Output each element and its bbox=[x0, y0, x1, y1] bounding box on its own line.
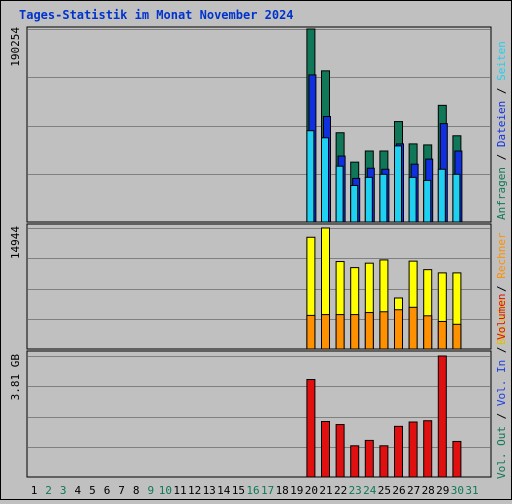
bar-volumen-day-21 bbox=[321, 420, 330, 478]
panel-frame bbox=[26, 26, 492, 223]
legend-separator: / bbox=[495, 81, 508, 101]
bar-rechner-day-24 bbox=[364, 312, 374, 350]
y-max-label: 14944 bbox=[9, 226, 22, 259]
day-label-10: 10 bbox=[159, 484, 172, 497]
day-label-28: 28 bbox=[422, 484, 435, 497]
day-label-16: 16 bbox=[246, 484, 259, 497]
bar-rechner-day-23 bbox=[350, 314, 360, 350]
legend-item-rechner: Rechner bbox=[495, 232, 508, 279]
day-label-27: 27 bbox=[407, 484, 420, 497]
legend-item-dateien: Dateien bbox=[495, 101, 508, 147]
bar-seiten-day-20 bbox=[306, 130, 315, 223]
bar-volumen-day-25 bbox=[379, 445, 389, 478]
day-label-22: 22 bbox=[334, 484, 347, 497]
bar-volumen-day-29 bbox=[437, 355, 447, 478]
day-label-8: 8 bbox=[133, 484, 140, 497]
bar-volumen-day-28 bbox=[423, 420, 433, 478]
legend-item-seiten: Seiten bbox=[495, 41, 508, 81]
legend-visits: Besuche / Rechner bbox=[495, 232, 508, 345]
legend-item-vol-out: Vol. Out bbox=[495, 426, 508, 479]
legend-separator: / bbox=[495, 406, 508, 426]
day-label-31: 31 bbox=[465, 484, 478, 497]
day-label-19: 19 bbox=[290, 484, 303, 497]
day-label-24: 24 bbox=[363, 484, 377, 497]
bar-seiten-day-29 bbox=[437, 168, 446, 223]
legend-item-volumen: Volumen bbox=[495, 294, 508, 340]
day-label-1: 1 bbox=[31, 484, 38, 497]
legend-item-besuche: Besuche bbox=[495, 299, 508, 345]
bar-rechner-day-21 bbox=[321, 314, 330, 350]
bar-seiten-day-25 bbox=[379, 173, 388, 223]
bar-volumen-day-30 bbox=[452, 440, 462, 478]
bar-volumen-day-24 bbox=[364, 439, 374, 478]
bar-volumen-day-23 bbox=[350, 445, 360, 478]
bar-rechner-day-27 bbox=[408, 306, 418, 350]
bar-seiten-day-26 bbox=[394, 145, 402, 223]
y-max-label: 190254 bbox=[9, 27, 22, 67]
day-label-4: 4 bbox=[74, 484, 81, 497]
bar-rechner-day-20 bbox=[306, 314, 316, 350]
day-label-9: 9 bbox=[147, 484, 154, 497]
legend-volume: Vol. Out / Vol. In / Volumen bbox=[495, 294, 508, 479]
day-label-21: 21 bbox=[319, 484, 332, 497]
legend-item-anfragen: Anfragen bbox=[495, 167, 508, 220]
bar-volumen-day-20 bbox=[306, 379, 316, 478]
bar-seiten-day-28 bbox=[423, 179, 432, 223]
y-max-label: 3.81 GB bbox=[9, 354, 22, 401]
bar-seiten-day-21 bbox=[321, 137, 329, 223]
legend-separator: / bbox=[495, 340, 508, 360]
chart-title: Tages-Statistik im Monat November 2024 bbox=[19, 8, 294, 22]
bar-volumen-day-22 bbox=[335, 424, 345, 478]
bar-rechner-day-25 bbox=[379, 311, 389, 350]
day-label-14: 14 bbox=[217, 484, 231, 497]
day-label-17: 17 bbox=[261, 484, 274, 497]
day-label-7: 7 bbox=[118, 484, 125, 497]
legend-item-vol-in: Vol. In bbox=[495, 360, 508, 406]
day-label-5: 5 bbox=[89, 484, 96, 497]
bar-rechner-day-22 bbox=[335, 314, 345, 350]
bar-rechner-day-30 bbox=[452, 323, 462, 350]
day-label-25: 25 bbox=[378, 484, 391, 497]
day-label-15: 15 bbox=[232, 484, 245, 497]
day-label-30: 30 bbox=[451, 484, 464, 497]
legend-requests: Anfragen / Dateien / Seiten bbox=[495, 41, 508, 220]
panel-frame bbox=[26, 350, 492, 478]
panel-frame bbox=[26, 223, 492, 350]
day-label-23: 23 bbox=[349, 484, 362, 497]
day-label-12: 12 bbox=[188, 484, 201, 497]
day-label-29: 29 bbox=[436, 484, 449, 497]
bar-seiten-day-24 bbox=[364, 176, 373, 223]
bar-seiten-day-23 bbox=[350, 184, 359, 223]
day-label-13: 13 bbox=[203, 484, 216, 497]
day-label-26: 26 bbox=[392, 484, 405, 497]
day-label-11: 11 bbox=[173, 484, 186, 497]
bar-seiten-day-30 bbox=[452, 173, 461, 223]
day-label-3: 3 bbox=[60, 484, 67, 497]
day-label-20: 20 bbox=[305, 484, 318, 497]
bar-volumen-day-26 bbox=[394, 425, 403, 478]
day-label-18: 18 bbox=[276, 484, 289, 497]
legend-separator: / bbox=[495, 147, 508, 167]
day-label-6: 6 bbox=[104, 484, 111, 497]
bar-seiten-day-27 bbox=[408, 176, 417, 223]
bar-rechner-day-28 bbox=[423, 315, 433, 350]
legend-separator: / bbox=[495, 279, 508, 299]
bar-volumen-day-27 bbox=[408, 421, 418, 478]
day-label-2: 2 bbox=[45, 484, 52, 497]
bar-rechner-day-29 bbox=[437, 320, 447, 350]
bar-seiten-day-22 bbox=[335, 165, 344, 223]
bar-rechner-day-26 bbox=[394, 309, 403, 350]
